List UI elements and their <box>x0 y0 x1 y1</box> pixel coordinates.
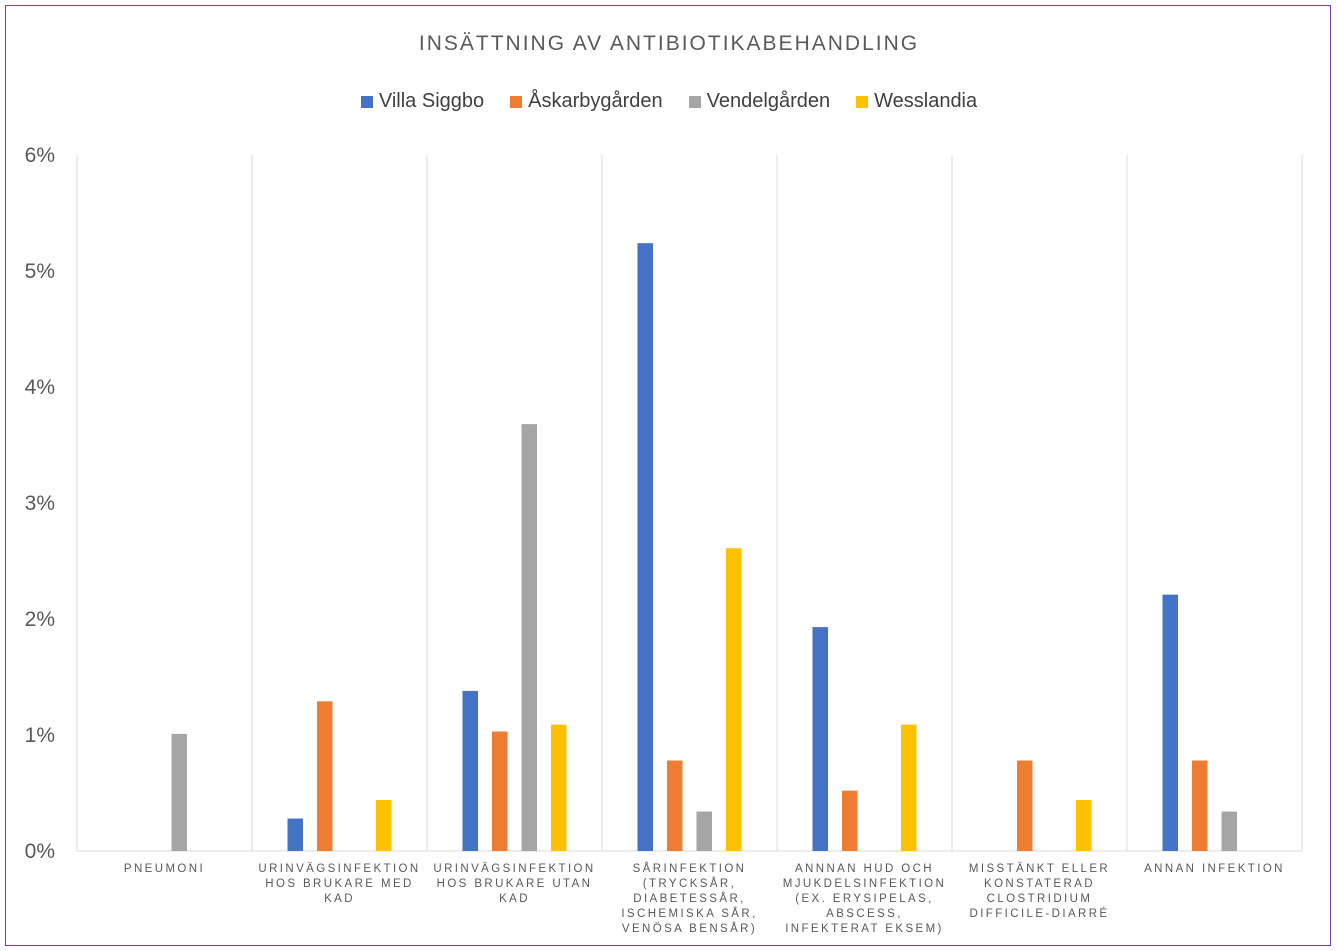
bar <box>492 731 508 851</box>
x-tick-label: (TRYCKSÅR, <box>643 877 736 890</box>
bar <box>637 243 653 851</box>
bar <box>1162 594 1178 851</box>
bar <box>376 799 392 851</box>
x-tick-label: VENÖSA BENSÅR) <box>622 922 757 935</box>
bar <box>317 701 333 851</box>
x-tick-label: ISCHEMISKA SÅR, <box>621 907 757 920</box>
x-tick-label: KONSTATERAD <box>984 878 1095 890</box>
x-tick-label: KAD <box>324 893 355 905</box>
bar <box>812 627 828 851</box>
x-tick-label: SÅRINFEKTION <box>633 862 747 875</box>
legend-label: Villa Siggbo <box>378 90 485 112</box>
legend-label: Åskarbygården <box>528 90 663 112</box>
legend-item: Wesslandia <box>856 90 977 113</box>
legend-swatch-askarbygarden <box>510 95 523 108</box>
x-tick-label: MJUKDELSINFEKTION <box>783 878 946 890</box>
x-tick-label: DIFFICILE-DIARRÉ <box>970 907 1110 920</box>
y-tick-label: 4% <box>25 376 55 399</box>
legend-label: Vendelgården <box>706 90 831 112</box>
legend-item: Vendelgården <box>688 90 831 113</box>
bar <box>667 760 683 851</box>
x-tick-label: DIABETESSÅR, <box>633 892 746 905</box>
x-tick-label: (EX. ERYSIPELAS, <box>795 893 934 905</box>
bar <box>462 690 478 851</box>
x-tick-label: ABSCESS, <box>826 908 903 920</box>
x-tick-label: URINVÄGSINFEKTION <box>433 863 595 875</box>
bar <box>551 724 567 851</box>
x-tick-label: HOS BRUKARE MED <box>265 878 413 890</box>
chart-legend: Villa Siggbo Åskarbygården Vendelgården … <box>0 90 1338 113</box>
y-tick-label: 1% <box>25 724 55 747</box>
bar <box>726 548 742 851</box>
x-tick-label: URINVÄGSINFEKTION <box>258 863 420 875</box>
x-tick-label: MISSTÄNKT ELLER <box>969 863 1110 875</box>
legend-swatch-vendelgarden <box>688 95 701 108</box>
x-tick-label: INFEKTERAT EKSEM) <box>785 923 944 935</box>
y-tick-label: 5% <box>25 260 55 283</box>
bar <box>171 733 187 851</box>
bar <box>287 818 303 851</box>
x-tick-label: HOS BRUKARE UTAN <box>437 878 593 890</box>
bar <box>901 724 917 851</box>
y-tick-label: 2% <box>25 608 55 631</box>
bar <box>842 790 858 851</box>
legend-label: Wesslandia <box>874 90 978 112</box>
x-tick-label: KAD <box>499 893 530 905</box>
x-tick-label: ANNNAN HUD OCH <box>795 863 934 875</box>
legend-item: Villa Siggbo <box>360 90 485 113</box>
y-tick-label: 3% <box>25 492 55 515</box>
y-tick-label: 6% <box>25 144 55 167</box>
bar <box>1192 760 1208 851</box>
x-tick-label: PNEUMONI <box>124 863 205 875</box>
bar <box>1017 760 1033 851</box>
bar <box>696 811 712 851</box>
x-tick-label: ANNAN INFEKTION <box>1144 863 1285 875</box>
legend-swatch-wesslandia <box>856 95 869 108</box>
legend-swatch-villa-siggbo <box>360 95 373 108</box>
bar <box>1221 811 1237 851</box>
y-tick-label: 0% <box>25 840 55 863</box>
legend-item: Åskarbygården <box>510 90 663 113</box>
x-tick-label: CLOSTRIDIUM <box>987 893 1093 905</box>
bar <box>521 424 537 851</box>
chart-title: INSÄTTNING AV ANTIBIOTIKABEHANDLING <box>418 32 920 55</box>
bar <box>1076 799 1092 851</box>
